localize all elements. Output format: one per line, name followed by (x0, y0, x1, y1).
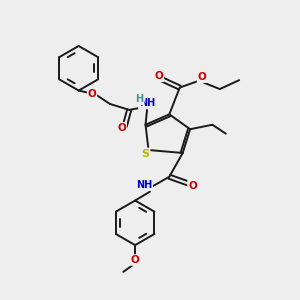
Text: O: O (131, 255, 140, 265)
Text: H: H (136, 94, 144, 104)
Text: O: O (88, 88, 96, 98)
Text: NH: NH (136, 180, 152, 190)
Text: O: O (188, 181, 197, 191)
Text: NH: NH (139, 98, 155, 108)
Text: O: O (117, 123, 126, 133)
Text: S: S (142, 148, 149, 159)
Text: O: O (154, 71, 163, 81)
Text: O: O (198, 72, 206, 82)
